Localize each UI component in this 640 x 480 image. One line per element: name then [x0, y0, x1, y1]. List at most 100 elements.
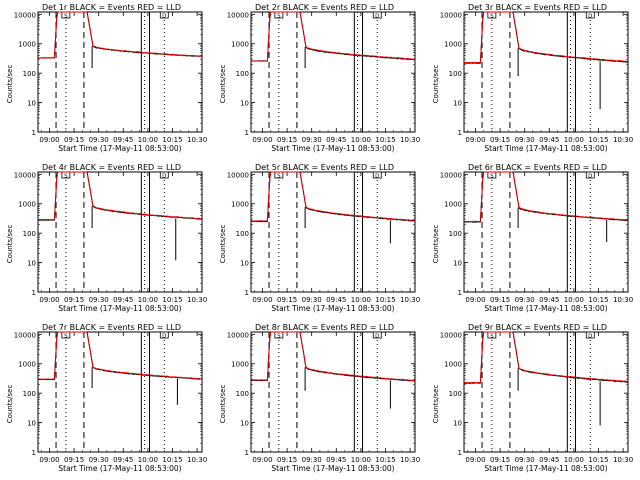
- x-tick-label: 09:45: [113, 136, 133, 144]
- x-tick-label: 09:45: [539, 296, 559, 304]
- y-tick-label: 10: [27, 260, 36, 268]
- y-axis-label: Counts/sec: [432, 65, 440, 104]
- day-marker: [585, 11, 595, 19]
- day-marker: [585, 171, 595, 179]
- y-tick-label: 10: [240, 260, 249, 268]
- x-tick-label: 10:30: [400, 136, 420, 144]
- day-marker-label: D: [588, 334, 592, 340]
- plot-frame: [250, 11, 416, 133]
- x-tick-label: 10:15: [588, 296, 608, 304]
- y-axis-label: Counts/sec: [6, 65, 14, 104]
- events-series-line: [464, 171, 629, 223]
- panel-title: Det 1r BLACK = Events RED = LLD: [42, 3, 181, 12]
- lld-series-line: [250, 331, 416, 382]
- x-tick-label: 09:15: [490, 136, 510, 144]
- x-axis-label: Start Time (17-May-11 08:53:00): [271, 144, 394, 153]
- x-tick-label: 10:30: [613, 456, 633, 464]
- day-marker: [159, 11, 169, 19]
- saa-marker-label: S: [490, 174, 494, 180]
- saa-marker-label: S: [64, 174, 68, 180]
- day-marker-label: D: [588, 14, 592, 20]
- lld-series-line: [37, 331, 203, 380]
- lld-series-line: [463, 11, 629, 64]
- x-axis-label: Start Time (17-May-11 08:53:00): [484, 144, 607, 153]
- x-tick-label: 10:30: [187, 456, 207, 464]
- y-tick-label: 10000: [14, 11, 36, 19]
- x-tick-label: 10:30: [187, 136, 207, 144]
- x-tick-label: 09:30: [302, 456, 322, 464]
- y-tick-label: 10000: [227, 171, 249, 179]
- y-tick-label: 10: [240, 420, 249, 428]
- x-tick-label: 09:15: [64, 296, 84, 304]
- y-tick-label: 10000: [440, 171, 462, 179]
- plot-frame: [463, 331, 629, 453]
- plot-frame: [37, 171, 203, 293]
- y-tick-label: 100: [236, 390, 249, 398]
- day-marker: [159, 331, 169, 339]
- x-tick-label: 10:00: [351, 136, 371, 144]
- plot-frame: [250, 171, 416, 293]
- y-tick-label: 10: [27, 420, 36, 428]
- x-tick-label: 09:15: [277, 136, 297, 144]
- saa-marker-label: S: [277, 174, 281, 180]
- x-tick-label: 10:00: [138, 456, 158, 464]
- x-tick-label: 10:15: [375, 456, 395, 464]
- plot-frame: [250, 331, 416, 453]
- y-tick-label: 1000: [444, 361, 462, 369]
- day-marker: [372, 11, 382, 19]
- x-axis-label: Start Time (17-May-11 08:53:00): [484, 464, 607, 473]
- events-series-line: [463, 11, 629, 64]
- y-tick-label: 100: [449, 70, 462, 78]
- x-tick-label: 10:00: [351, 456, 371, 464]
- plot-frame: [463, 171, 629, 293]
- day-marker-label: D: [162, 334, 166, 340]
- panel-title: Det 6r BLACK = Events RED = LLD: [468, 163, 607, 172]
- x-tick-label: 09:45: [539, 136, 559, 144]
- x-tick-label: 09:30: [515, 136, 535, 144]
- saa-marker-label: S: [64, 14, 68, 20]
- x-tick-label: 09:15: [490, 296, 510, 304]
- x-tick-label: 10:00: [351, 296, 371, 304]
- saa-marker-label: S: [277, 334, 281, 340]
- y-tick-label: 1000: [231, 41, 249, 49]
- x-tick-label: 09:30: [515, 456, 535, 464]
- x-tick-label: 10:30: [400, 296, 420, 304]
- x-tick-label: 10:30: [187, 296, 207, 304]
- x-tick-label: 09:45: [539, 456, 559, 464]
- x-tick-label: 09:00: [465, 136, 485, 144]
- x-tick-label: 10:15: [162, 456, 182, 464]
- day-marker-label: D: [375, 174, 379, 180]
- lld-series-line: [463, 331, 629, 384]
- y-tick-label: 10: [240, 100, 249, 108]
- x-tick-label: 09:15: [277, 296, 297, 304]
- y-tick-label: 100: [236, 70, 249, 78]
- day-marker: [372, 171, 382, 179]
- x-axis-label: Start Time (17-May-11 08:53:00): [58, 464, 181, 473]
- lld-series-line: [38, 11, 203, 59]
- day-marker: [585, 331, 595, 339]
- x-axis-label: Start Time (17-May-11 08:53:00): [58, 304, 181, 313]
- day-marker-label: D: [375, 14, 379, 20]
- day-marker-label: D: [375, 334, 379, 340]
- y-tick-label: 100: [23, 230, 36, 238]
- lld-series-line: [250, 11, 416, 62]
- plot-frame: [37, 331, 203, 453]
- x-tick-label: 10:00: [564, 136, 584, 144]
- x-tick-label: 09:00: [39, 456, 59, 464]
- y-tick-label: 1: [458, 129, 462, 137]
- x-tick-label: 09:00: [465, 296, 485, 304]
- y-tick-label: 1: [32, 289, 36, 297]
- panel-title: Det 2r BLACK = Events RED = LLD: [255, 3, 394, 12]
- y-tick-label: 10000: [440, 11, 462, 19]
